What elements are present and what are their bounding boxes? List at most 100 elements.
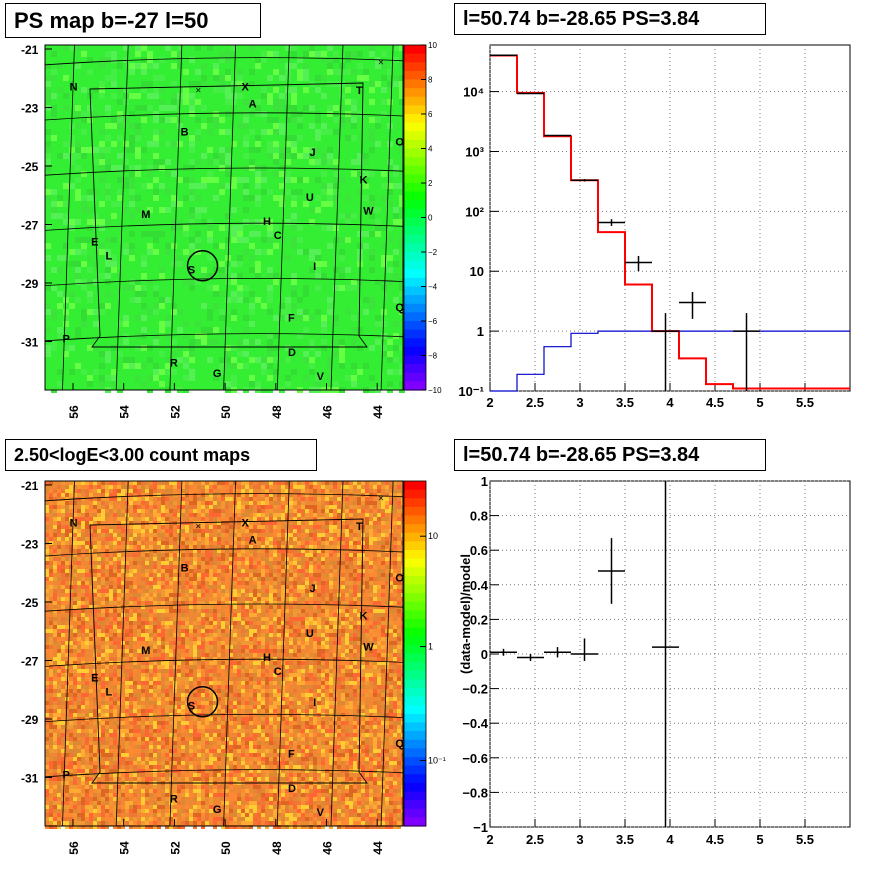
ps-map-pixel — [75, 267, 81, 273]
count-map-pixel — [269, 601, 273, 605]
count-map-pixel — [133, 525, 137, 529]
ps-map-pixel — [105, 261, 111, 267]
count-map-pixel — [81, 645, 85, 649]
count-map-pixel — [173, 593, 177, 597]
ps-map-pixel — [159, 99, 165, 105]
count-map-pixel — [321, 633, 325, 637]
count-map-pixel — [241, 641, 245, 645]
count-map-pixel — [325, 517, 329, 521]
ps-map-source-label: L — [105, 250, 112, 262]
ps-map-pixel — [399, 243, 405, 249]
count-map-pixel — [345, 505, 349, 509]
count-map-pixel — [217, 605, 221, 609]
count-map-pixel — [245, 529, 249, 533]
ps-map-pixel — [117, 321, 123, 327]
count-map-pixel — [181, 541, 185, 545]
count-map-pixel — [129, 501, 133, 505]
count-map-pixel — [65, 573, 69, 577]
ps-map-pixel — [81, 237, 87, 243]
ps-map-pixel — [393, 345, 399, 351]
ps-map-pixel — [333, 75, 339, 81]
ps-map-pixel — [45, 141, 51, 147]
count-map-pixel — [181, 625, 185, 629]
ps-map-pixel — [291, 117, 297, 123]
count-map-pixel — [85, 533, 89, 537]
count-map-pixel — [289, 513, 293, 517]
ps-map-pixel — [69, 135, 75, 141]
ps-map-pixel — [369, 345, 375, 351]
count-map-pixel — [57, 645, 61, 649]
ps-map-pixel — [177, 327, 183, 333]
count-map-pixel — [285, 573, 289, 577]
count-map-pixel — [165, 509, 169, 513]
count-map-pixel — [85, 585, 89, 589]
count-map-pixel — [337, 609, 341, 613]
count-map-pixel — [333, 545, 337, 549]
count-map-pixel — [225, 505, 229, 509]
count-map-pixel — [369, 533, 373, 537]
count-map-pixel — [201, 633, 205, 637]
ps-map-pixel — [291, 177, 297, 183]
ps-map-pixel — [75, 153, 81, 159]
count-map-pixel — [129, 525, 133, 529]
count-map-pixel — [273, 661, 277, 665]
ps-map-longitude-line — [276, 44, 290, 391]
count-map-pixel — [321, 581, 325, 585]
count-map-pixel — [353, 533, 357, 537]
count-map-pixel — [329, 509, 333, 513]
ps-map-pixel — [87, 291, 93, 297]
count-map-pixel — [397, 645, 401, 649]
ps-map-pixel — [111, 327, 117, 333]
count-map-pixel — [93, 633, 97, 637]
count-map-pixel — [89, 617, 93, 621]
count-map-pixel — [249, 501, 253, 505]
count-map-pixel — [45, 633, 49, 637]
count-map-pixel — [217, 565, 221, 569]
ps-map-source-label: V — [317, 371, 325, 383]
count-map-pixel — [85, 645, 89, 649]
count-map-pixel — [345, 609, 349, 613]
count-map-pixel — [173, 577, 177, 581]
count-map-pixel — [145, 589, 149, 593]
count-map-pixel — [61, 621, 65, 625]
count-map-pixel — [201, 629, 205, 633]
ps-map-x-tick-label: 56 — [67, 405, 81, 419]
count-map-pixel — [209, 629, 213, 633]
count-map-pixel — [389, 629, 393, 633]
count-map-pixel — [221, 569, 225, 573]
ps-map-pixel — [141, 369, 147, 375]
ps-map-pixel — [369, 135, 375, 141]
count-map-pixel — [301, 521, 305, 525]
count-map-pixel — [93, 613, 97, 617]
count-map-pixel — [373, 573, 377, 577]
ps-map-pixel — [279, 237, 285, 243]
ps-map-pixel — [111, 57, 117, 63]
ps-map-pixel — [159, 75, 165, 81]
count-map-pixel — [373, 497, 377, 501]
ps-map-pixel — [153, 375, 159, 381]
count-map-pixel — [97, 545, 101, 549]
count-map-pixel — [165, 485, 169, 489]
count-map-pixel — [209, 557, 213, 561]
count-map-pixel — [289, 517, 293, 521]
count-map-pixel — [221, 545, 225, 549]
count-map-pixel — [49, 593, 53, 597]
count-map-pixel — [173, 541, 177, 545]
count-map-pixel — [377, 645, 381, 649]
count-map-pixel — [317, 657, 321, 661]
ps-map-pixel — [123, 117, 129, 123]
ps-map-pixel — [225, 129, 231, 135]
count-map-pixel — [377, 493, 381, 497]
count-map-pixel — [373, 585, 377, 589]
count-map-pixel — [293, 573, 297, 577]
count-map-pixel — [345, 541, 349, 545]
count-map-pixel — [321, 637, 325, 641]
count-map-pixel — [141, 493, 145, 497]
count-map-pixel — [385, 557, 389, 561]
count-map-pixel — [161, 497, 165, 501]
count-map-pixel — [93, 533, 97, 537]
count-map-pixel — [265, 609, 269, 613]
count-map-pixel — [117, 489, 121, 493]
count-map-pixel — [385, 529, 389, 533]
count-map-pixel — [385, 565, 389, 569]
